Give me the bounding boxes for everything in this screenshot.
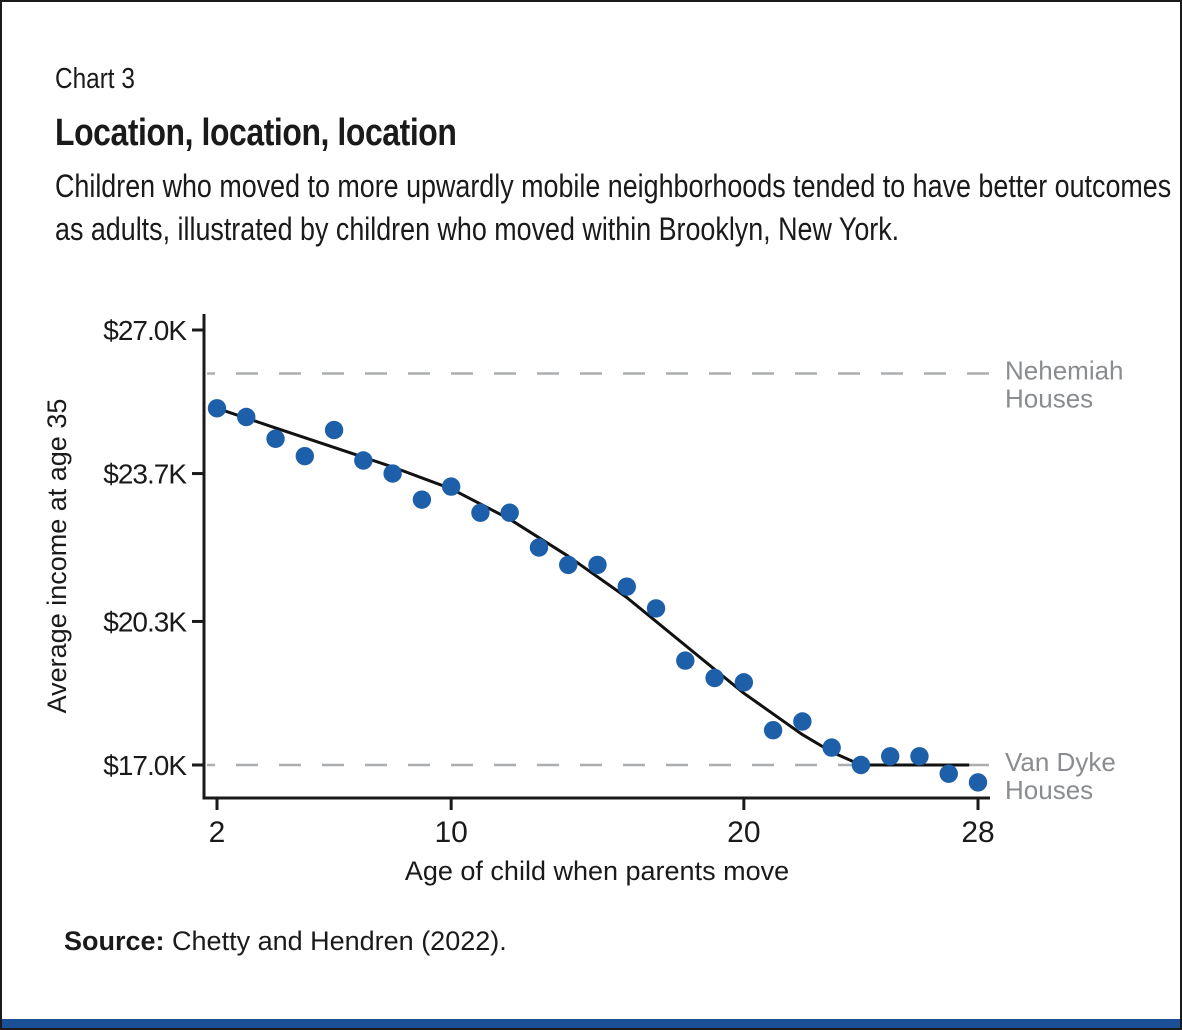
trend-line [216, 406, 970, 767]
source-text: Chetty and Hendren (2022). [164, 926, 507, 956]
chart-number: Chart 3 [55, 63, 135, 95]
x-tick-label: 20 [727, 816, 760, 849]
scatter-point [910, 747, 929, 766]
scatter-point [939, 764, 958, 783]
scatter-point [266, 429, 285, 448]
chart-title: Location, location, location [55, 112, 457, 154]
y-tick-label: $23.7K [103, 459, 187, 490]
scatter-point [529, 538, 549, 557]
scatter-point [646, 599, 666, 618]
y-tick-label: $27.0K [103, 315, 187, 346]
scatter-point [500, 503, 519, 522]
scatter-point [734, 673, 754, 692]
scatter-point [822, 738, 841, 757]
x-tick-label: 2 [209, 816, 226, 849]
scatter-point [237, 407, 256, 427]
scatter-point [705, 668, 724, 688]
scatter-point [793, 712, 812, 731]
scatter-point [559, 555, 578, 575]
source-note: Source: Chetty and Hendren (2022). [64, 926, 507, 957]
scatter-point [588, 555, 607, 575]
scatter-point [324, 420, 344, 440]
y-tick-label: $17.0K [103, 750, 187, 781]
y-axis-title: Average income at age 35 [42, 399, 72, 714]
chart-subtitle: Children who moved to more upwardly mobi… [55, 168, 1172, 247]
accent-bar [2, 1019, 1180, 1028]
reference-label-van-dyke-houses: Van Dyke [1005, 747, 1116, 777]
scatter-point [295, 446, 315, 466]
scatter-point [354, 451, 373, 470]
scatter-point [968, 773, 988, 792]
reference-label-nehemiah-houses: Houses [1005, 384, 1093, 414]
scatter-point [441, 477, 461, 496]
scatter-point [412, 490, 432, 509]
scatter-point [880, 747, 900, 766]
scatter-point [676, 651, 695, 670]
x-tick-label: 28 [961, 816, 994, 849]
scatter-point [207, 399, 227, 418]
scatter-point [763, 721, 783, 740]
reference-label-van-dyke-houses: Houses [1005, 775, 1093, 805]
reference-label-nehemiah-houses: Nehemiah [1005, 356, 1124, 386]
source-label: Source: [64, 926, 165, 956]
scatter-point [471, 503, 490, 522]
x-axis-title: Age of child when parents move [405, 856, 789, 886]
y-tick-label: $20.3K [103, 606, 187, 637]
scatter-point [851, 755, 871, 775]
scatter-point [617, 577, 636, 596]
scatter-point [383, 464, 402, 483]
x-tick-label: 10 [434, 816, 467, 849]
